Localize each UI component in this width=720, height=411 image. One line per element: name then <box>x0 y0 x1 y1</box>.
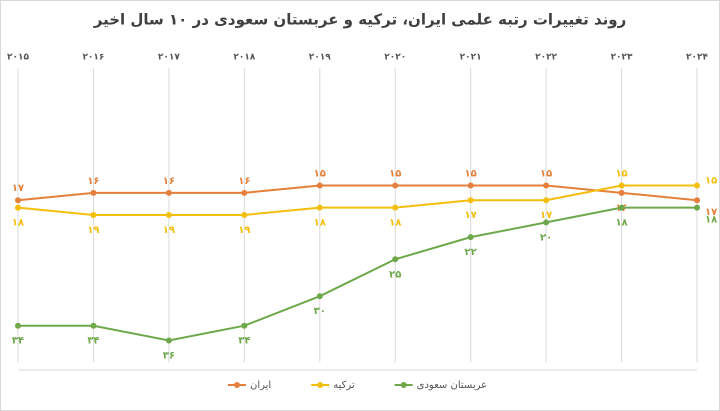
data-label: ۳۴ <box>12 336 24 347</box>
data-label: ۱۹ <box>238 225 250 236</box>
point <box>316 293 323 300</box>
chart-title: روند تغییرات رتبه علمی ایران، ترکیه و عر… <box>93 11 626 29</box>
data-label: ۱۵ <box>540 168 552 179</box>
data-label: ۲۲ <box>465 247 477 258</box>
data-label: ۱۵ <box>465 168 477 179</box>
data-label: ۱۹ <box>87 225 99 236</box>
point <box>543 219 550 226</box>
data-label: ۱۷ <box>705 207 717 218</box>
point <box>467 182 474 189</box>
point <box>618 182 625 189</box>
legend-label: ترکیه <box>333 380 355 391</box>
point <box>90 322 97 329</box>
x-tick-label: ۲۰۱۵ <box>7 53 29 63</box>
x-tick-label: ۲۰۱۷ <box>158 53 180 63</box>
point <box>15 204 21 211</box>
point <box>467 234 474 241</box>
point <box>694 204 700 211</box>
point <box>392 204 399 211</box>
data-label: ۱۵ <box>314 168 326 179</box>
series-line <box>17 184 698 202</box>
data-label: ۱۶ <box>238 176 250 187</box>
data-label: ۱۹ <box>163 225 175 236</box>
legend-label: عربستان سعودی <box>417 380 487 391</box>
point <box>165 337 172 344</box>
legend-item: ترکیه <box>311 380 355 391</box>
point <box>392 256 399 263</box>
legend-label: ایران <box>250 380 271 391</box>
data-label: ۱۸ <box>389 218 401 229</box>
x-tick-label: ۲۰۲۱ <box>460 53 482 63</box>
x-tick-label: ۲۰۲۳ <box>611 53 633 63</box>
data-label: ۱۸ <box>12 218 24 229</box>
data-label: ۱۵ <box>389 168 401 179</box>
data-label: ۱۷ <box>540 210 552 221</box>
x-tick-label: ۲۰۲۰ <box>384 53 406 63</box>
point <box>316 204 323 211</box>
data-label: ۱۵ <box>705 175 717 186</box>
data-label: ۳۰ <box>314 306 326 317</box>
data-label: ۳۴ <box>238 336 250 347</box>
data-label: ۱۶ <box>87 176 99 187</box>
point <box>90 212 97 218</box>
legend-item: ایران <box>228 380 271 391</box>
point <box>618 189 625 196</box>
data-label: ۳۶ <box>163 350 175 361</box>
data-label: ۱۷ <box>465 210 477 221</box>
legend-marker <box>234 382 240 388</box>
data-label: ۲۵ <box>389 269 401 280</box>
data-label: ۱۸ <box>314 218 326 229</box>
x-tick-label: ۲۰۲۲ <box>535 53 557 63</box>
point <box>392 182 399 189</box>
point <box>241 322 248 329</box>
x-tick-label: ۲۰۱۶ <box>82 53 104 63</box>
point <box>241 189 248 196</box>
series-line <box>18 206 697 342</box>
point <box>618 204 625 211</box>
point <box>543 182 550 189</box>
point <box>694 197 700 204</box>
data-label: ۱۵ <box>615 168 627 179</box>
x-tick-label: ۲۰۱۸ <box>233 53 255 63</box>
x-tick-label: ۲۰۲۴ <box>686 53 708 63</box>
data-label: ۱۶ <box>163 176 175 187</box>
data-label: ۱۷ <box>12 183 24 194</box>
point <box>241 212 248 218</box>
data-label: ۱۸ <box>615 218 627 229</box>
point <box>90 189 97 196</box>
point <box>165 212 172 218</box>
point <box>15 322 21 329</box>
point <box>467 197 474 204</box>
data-label: ۲۰ <box>540 232 552 243</box>
point <box>15 197 21 204</box>
point <box>165 189 172 196</box>
point <box>316 182 323 189</box>
data-label: ۳۴ <box>87 336 99 347</box>
x-tick-label: ۲۰۱۹ <box>309 53 331 63</box>
data-label: ۱۸ <box>705 215 717 226</box>
point <box>694 182 700 189</box>
legend-marker <box>400 382 407 388</box>
point <box>543 197 550 204</box>
series-line <box>17 184 697 216</box>
legend-item: عربستان سعودی <box>394 380 487 391</box>
legend-marker <box>317 382 324 388</box>
